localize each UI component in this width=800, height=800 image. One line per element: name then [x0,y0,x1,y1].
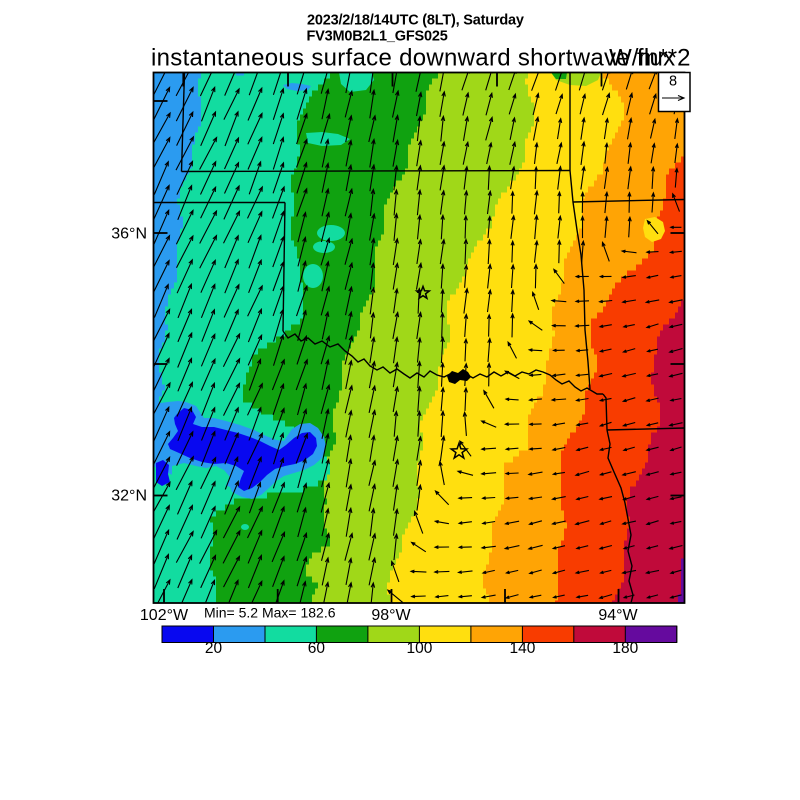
svg-text:32°N: 32°N [111,488,147,505]
svg-text:98°W: 98°W [371,607,411,624]
svg-text:140: 140 [509,640,535,657]
svg-text:180: 180 [612,640,638,657]
svg-text:94°W: 94°W [598,607,638,624]
svg-text:8: 8 [669,74,677,90]
svg-text:instantaneous surface downward: instantaneous surface downward shortwave… [151,45,675,72]
svg-text:2023/2/18/14UTC (8LT), Saturda: 2023/2/18/14UTC (8LT), Saturday [307,13,524,29]
svg-text:FV3M0B2L1_GFS025: FV3M0B2L1_GFS025 [307,29,448,45]
svg-text:102°W: 102°W [140,607,189,624]
svg-text:Min= 5.2 Max= 182.6: Min= 5.2 Max= 182.6 [204,605,336,621]
svg-text:20: 20 [205,640,223,657]
svg-text:36°N: 36°N [111,226,147,243]
svg-text:W/m**2: W/m**2 [609,45,690,72]
svg-text:60: 60 [308,640,326,657]
svg-text:100: 100 [406,640,432,657]
